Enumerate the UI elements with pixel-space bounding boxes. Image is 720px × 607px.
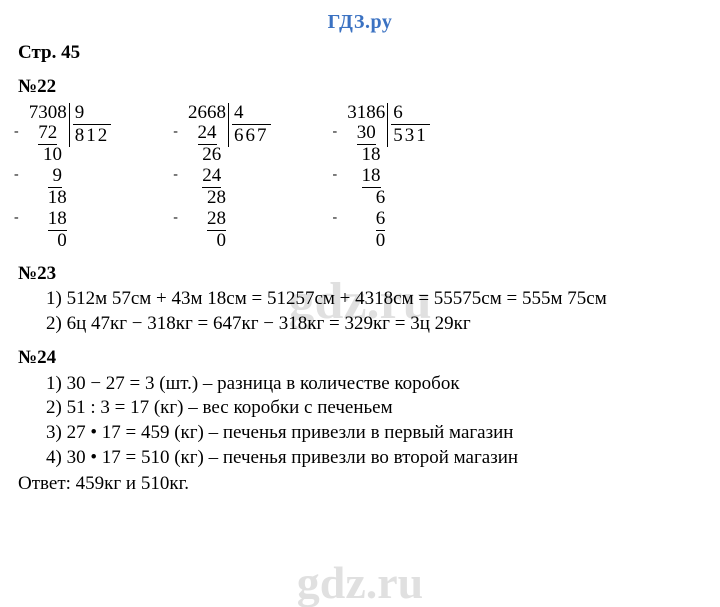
long-division: 3186- 30 18 - 18 6- 6 06531 <box>343 103 430 252</box>
division-row: 0 <box>343 231 386 252</box>
section-22-title: №22 <box>18 75 702 99</box>
subtraction-underline: 24 <box>202 166 221 188</box>
subtraction-underline: 72 <box>38 123 57 145</box>
division-row: - 30 <box>343 123 386 145</box>
minus-sign: - <box>333 124 338 139</box>
long-division-group: 7308- 72 10 - 9 18- 18 09812 2668- 24 26… <box>24 103 702 252</box>
division-row: - 28 <box>183 209 226 231</box>
division-row: 3186 <box>343 103 386 124</box>
subtraction-underline: 30 <box>357 123 376 145</box>
subtraction-underline: 9 <box>48 166 62 188</box>
watermark-text: gdz.ru <box>297 556 424 607</box>
subtraction-underline: 18 <box>362 166 381 188</box>
division-row: - 24 <box>183 166 226 188</box>
quotient: 812 <box>73 125 112 147</box>
document-page: ГДЗ.ру Стр. 45 №22 7308- 72 10 - 9 18- 1… <box>0 0 720 495</box>
division-row: 0 <box>183 231 226 252</box>
division-row: 0 <box>24 231 67 252</box>
long-division-result: 4667 <box>228 103 271 148</box>
long-division-work: 7308- 72 10 - 9 18- 18 0 <box>24 103 67 252</box>
division-row: 18 <box>24 188 67 209</box>
list-item: 2) 51 : 3 = 17 (кг) – вес коробки с пече… <box>46 396 702 420</box>
division-row: - 9 <box>24 166 67 188</box>
section-24-body: 1) 30 − 27 = 3 (шт.) – разница в количес… <box>46 372 702 470</box>
division-row: 6 <box>343 188 386 209</box>
minus-sign: - <box>173 124 178 139</box>
section-23-title: №23 <box>18 262 702 286</box>
division-row: - 6 <box>343 209 386 231</box>
quotient: 531 <box>391 125 430 147</box>
minus-sign: - <box>333 210 338 225</box>
divisor: 9 <box>73 103 112 126</box>
subtraction-underline: 6 <box>376 209 386 231</box>
minus-sign: - <box>14 167 19 182</box>
division-row: 26 <box>183 145 226 166</box>
long-division-result: 9812 <box>69 103 112 148</box>
division-row: - 24 <box>183 123 226 145</box>
division-row: 2668 <box>183 103 226 124</box>
section-23-body: 1) 512м 57см + 43м 18см = 51257см + 4318… <box>46 287 702 336</box>
division-row: 10 <box>24 145 67 166</box>
list-item: 2) 6ц 47кг − 318кг = 647кг − 318кг = 329… <box>46 312 702 336</box>
site-header: ГДЗ.ру <box>18 10 702 35</box>
section-24-answer: Ответ: 459кг и 510кг. <box>18 472 702 496</box>
division-row: 28 <box>183 188 226 209</box>
page-reference: Стр. 45 <box>18 41 702 65</box>
long-division-work: 3186- 30 18 - 18 6- 6 0 <box>343 103 386 252</box>
minus-sign: - <box>173 210 178 225</box>
subtraction-underline: 18 <box>48 209 67 231</box>
long-division: 2668- 24 26 - 24 28- 28 04667 <box>183 103 270 252</box>
subtraction-underline: 28 <box>207 209 226 231</box>
long-division: 7308- 72 10 - 9 18- 18 09812 <box>24 103 111 252</box>
quotient: 667 <box>232 125 271 147</box>
division-row: 18 <box>343 145 386 166</box>
division-row: - 18 <box>24 209 67 231</box>
minus-sign: - <box>14 124 19 139</box>
long-division-result: 6531 <box>387 103 430 148</box>
list-item: 1) 512м 57см + 43м 18см = 51257см + 4318… <box>46 287 702 311</box>
section-24-title: №24 <box>18 346 702 370</box>
divisor: 4 <box>232 103 271 126</box>
division-row: - 18 <box>343 166 386 188</box>
minus-sign: - <box>14 210 19 225</box>
subtraction-underline: 24 <box>198 123 217 145</box>
divisor: 6 <box>391 103 430 126</box>
minus-sign: - <box>333 167 338 182</box>
long-division-work: 2668- 24 26 - 24 28- 28 0 <box>183 103 226 252</box>
minus-sign: - <box>173 167 178 182</box>
division-row: - 72 <box>24 123 67 145</box>
division-row: 7308 <box>24 103 67 124</box>
list-item: 1) 30 − 27 = 3 (шт.) – разница в количес… <box>46 372 702 396</box>
list-item: 3) 27 • 17 = 459 (кг) – печенья привезли… <box>46 421 702 445</box>
list-item: 4) 30 • 17 = 510 (кг) – печенья привезли… <box>46 446 702 470</box>
